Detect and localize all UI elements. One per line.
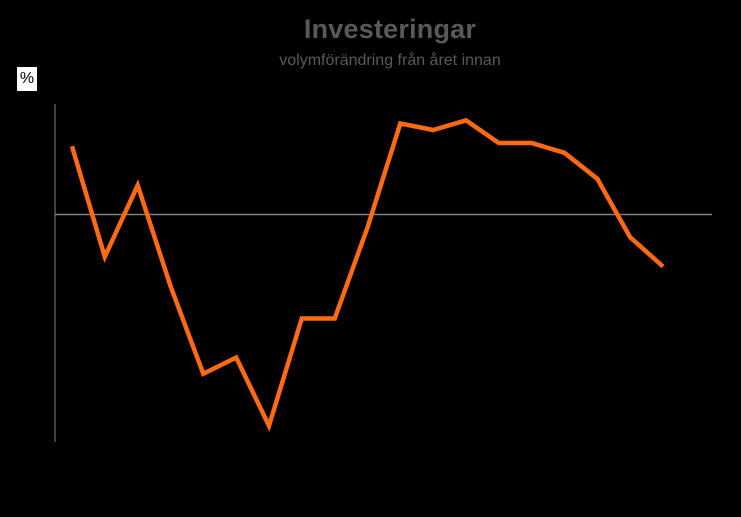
chart-title: Investeringar: [303, 14, 477, 44]
series-line-0: [69, 117, 665, 432]
series-layer: [69, 117, 665, 432]
y-axis-unit-label: %: [17, 67, 37, 91]
chart-subtitle: volymförändring från året innan: [279, 52, 501, 69]
